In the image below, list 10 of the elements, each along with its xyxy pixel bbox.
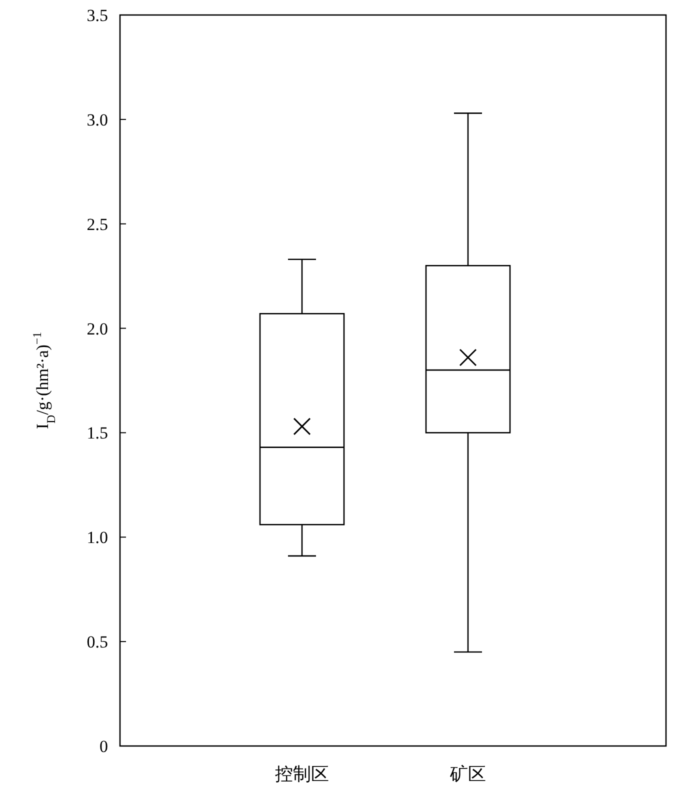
x-tick-label: 控制区 bbox=[275, 764, 329, 784]
y-tick-label: 1.0 bbox=[86, 528, 108, 548]
y-tick-label: 2.5 bbox=[86, 214, 108, 234]
y-tick-label: 0 bbox=[100, 737, 108, 756]
y-tick-label: 0.5 bbox=[86, 632, 108, 652]
y-tick-label: 1.5 bbox=[86, 424, 108, 443]
y-tick-label: 3.0 bbox=[86, 110, 108, 130]
y-tick-label: 3.5 bbox=[86, 6, 108, 25]
x-tick-label: 矿区 bbox=[449, 764, 486, 784]
y-tick-label: 2.0 bbox=[86, 319, 108, 338]
